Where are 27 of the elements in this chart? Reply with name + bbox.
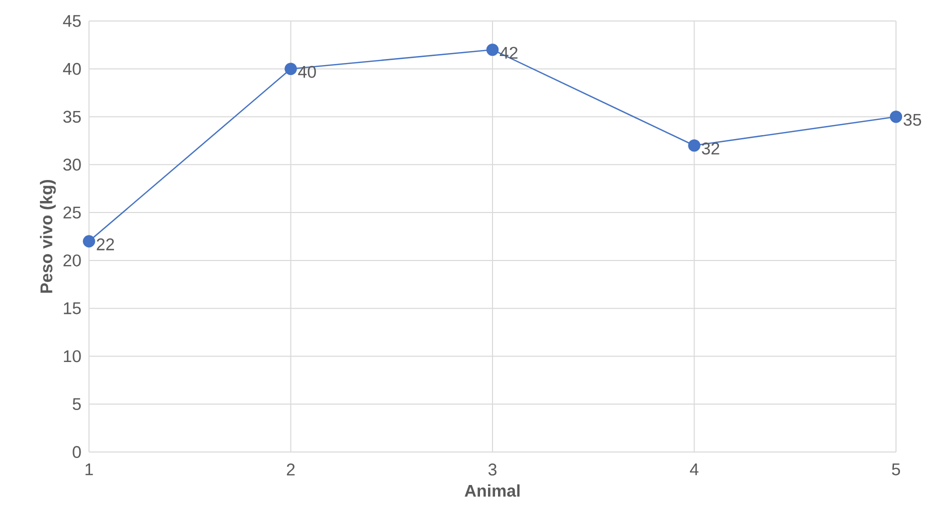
point bbox=[82, 235, 96, 248]
x-tick-label: 2 bbox=[286, 464, 295, 476]
y-tick-label: 35 bbox=[63, 110, 81, 123]
y-tick-label: 45 bbox=[63, 15, 81, 27]
x-tick-label: 1 bbox=[86, 464, 93, 476]
point bbox=[486, 44, 499, 56]
x-tick-label: 5 bbox=[892, 464, 900, 476]
x-tick-label: 4 bbox=[690, 464, 698, 476]
y-tick-label: 0 bbox=[72, 446, 81, 458]
data-label: 42 bbox=[500, 46, 518, 59]
y-axis-title: Peso vivo (kg) bbox=[40, 180, 56, 293]
data-label: 35 bbox=[904, 114, 922, 126]
y-tick-label: 25 bbox=[64, 206, 81, 219]
y-tick-label: 40 bbox=[63, 62, 81, 75]
point bbox=[890, 110, 902, 123]
point bbox=[688, 139, 700, 152]
y-tick-label: 30 bbox=[63, 158, 81, 171]
x-tick-label: 3 bbox=[488, 464, 496, 476]
y-tick-label: 10 bbox=[64, 350, 81, 362]
y-tick-label: 15 bbox=[64, 302, 81, 314]
y-tick-label: 20 bbox=[64, 254, 81, 266]
data-label: 40 bbox=[298, 66, 316, 78]
y-tick-label: 5 bbox=[72, 398, 81, 410]
point bbox=[284, 62, 297, 76]
data-label: 22 bbox=[96, 238, 114, 250]
data-label: 32 bbox=[702, 142, 720, 155]
x-axis-title: Animal bbox=[464, 484, 520, 497]
